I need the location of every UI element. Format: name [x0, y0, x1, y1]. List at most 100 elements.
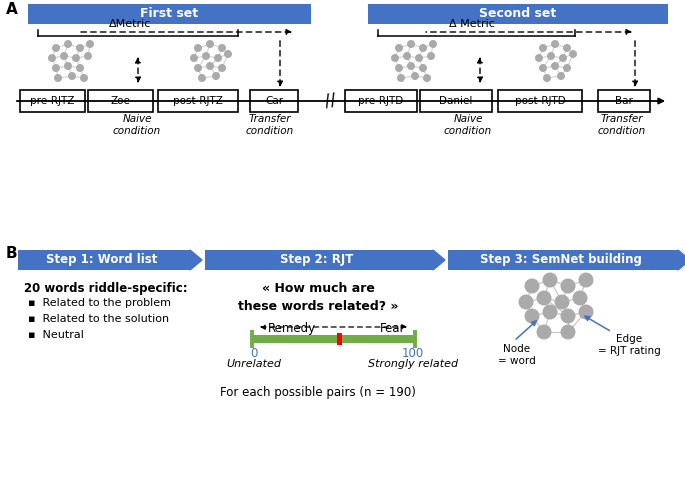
Text: Naive
condition: Naive condition [444, 114, 492, 136]
Text: For each possible pairs (n = 190): For each possible pairs (n = 190) [220, 386, 416, 399]
Circle shape [543, 304, 558, 320]
Circle shape [206, 40, 214, 48]
FancyBboxPatch shape [598, 90, 650, 112]
Circle shape [214, 54, 222, 62]
Circle shape [419, 64, 427, 72]
Circle shape [539, 64, 547, 72]
Circle shape [202, 52, 210, 60]
Circle shape [547, 52, 555, 60]
Circle shape [560, 308, 575, 324]
Circle shape [525, 279, 540, 293]
Text: First set: First set [140, 7, 199, 20]
Circle shape [427, 52, 435, 60]
Text: « How much are
these words related? »: « How much are these words related? » [238, 282, 398, 313]
Text: Strongly related: Strongly related [368, 359, 458, 369]
Circle shape [212, 72, 220, 80]
Text: post-RJTZ: post-RJTZ [173, 96, 223, 106]
Text: Second set: Second set [479, 7, 557, 20]
Text: Car: Car [265, 96, 283, 106]
Text: Daniel: Daniel [439, 96, 473, 106]
Circle shape [560, 325, 575, 339]
Circle shape [60, 52, 68, 60]
FancyBboxPatch shape [205, 250, 433, 270]
Circle shape [557, 72, 565, 80]
Text: Step 2: RJT: Step 2: RJT [280, 253, 353, 266]
Text: post-RJTD: post-RJTD [514, 96, 565, 106]
FancyBboxPatch shape [368, 4, 668, 24]
Circle shape [86, 40, 94, 48]
FancyBboxPatch shape [158, 90, 238, 112]
FancyBboxPatch shape [498, 90, 582, 112]
FancyBboxPatch shape [250, 90, 298, 112]
Text: Bar: Bar [615, 96, 633, 106]
Circle shape [198, 74, 206, 82]
Circle shape [543, 273, 558, 288]
Circle shape [579, 273, 593, 288]
Circle shape [72, 54, 80, 62]
Circle shape [52, 64, 60, 72]
Circle shape [64, 62, 72, 70]
Circle shape [536, 290, 551, 305]
Circle shape [551, 62, 559, 70]
Text: B: B [6, 246, 18, 261]
Circle shape [539, 44, 547, 52]
Text: 100: 100 [402, 347, 424, 360]
Circle shape [64, 40, 72, 48]
Circle shape [536, 325, 551, 339]
Circle shape [52, 44, 60, 52]
Circle shape [554, 294, 569, 310]
Circle shape [519, 294, 534, 310]
Text: Step 1: Word list: Step 1: Word list [47, 253, 158, 266]
Text: //: // [323, 91, 337, 111]
Circle shape [48, 54, 56, 62]
Circle shape [563, 44, 571, 52]
Text: Step 3: SemNet building: Step 3: SemNet building [480, 253, 642, 266]
Text: pre-RJTZ: pre-RJTZ [30, 96, 75, 106]
Circle shape [391, 54, 399, 62]
Text: pre-RJTD: pre-RJTD [358, 96, 403, 106]
Text: A: A [6, 2, 18, 17]
FancyBboxPatch shape [338, 333, 342, 345]
Text: 20 words riddle-specific:: 20 words riddle-specific: [24, 282, 188, 295]
Circle shape [525, 308, 540, 324]
Circle shape [80, 74, 88, 82]
Text: Fear: Fear [380, 322, 406, 335]
Circle shape [415, 54, 423, 62]
Circle shape [429, 40, 437, 48]
Text: Zoe: Zoe [110, 96, 130, 106]
Text: Transfer
condition: Transfer condition [598, 114, 646, 136]
Circle shape [224, 50, 232, 58]
Polygon shape [678, 250, 685, 270]
Text: 0: 0 [250, 347, 258, 360]
Text: Naive
condition: Naive condition [113, 114, 161, 136]
Text: Remedy: Remedy [268, 322, 316, 335]
Circle shape [411, 72, 419, 80]
FancyBboxPatch shape [88, 90, 153, 112]
Circle shape [76, 44, 84, 52]
Text: ▪  Related to the solution: ▪ Related to the solution [28, 314, 169, 324]
Circle shape [559, 54, 567, 62]
Circle shape [84, 52, 92, 60]
Text: ΔMetric: ΔMetric [109, 19, 151, 29]
Circle shape [535, 54, 543, 62]
Text: ▪  Related to the problem: ▪ Related to the problem [28, 298, 171, 308]
FancyBboxPatch shape [28, 4, 311, 24]
Text: Node
= word: Node = word [498, 344, 536, 366]
Text: ▪  Neutral: ▪ Neutral [28, 330, 84, 340]
Circle shape [419, 44, 427, 52]
FancyBboxPatch shape [345, 90, 417, 112]
Circle shape [194, 64, 202, 72]
Circle shape [218, 64, 226, 72]
Circle shape [569, 50, 577, 58]
Circle shape [76, 64, 84, 72]
Circle shape [206, 62, 214, 70]
Circle shape [407, 62, 415, 70]
Circle shape [563, 64, 571, 72]
Text: Unrelated: Unrelated [227, 359, 282, 369]
FancyBboxPatch shape [420, 90, 492, 112]
Circle shape [395, 44, 403, 52]
Text: Δ Metric: Δ Metric [449, 19, 495, 29]
Circle shape [403, 52, 411, 60]
Circle shape [194, 44, 202, 52]
FancyBboxPatch shape [252, 335, 415, 343]
